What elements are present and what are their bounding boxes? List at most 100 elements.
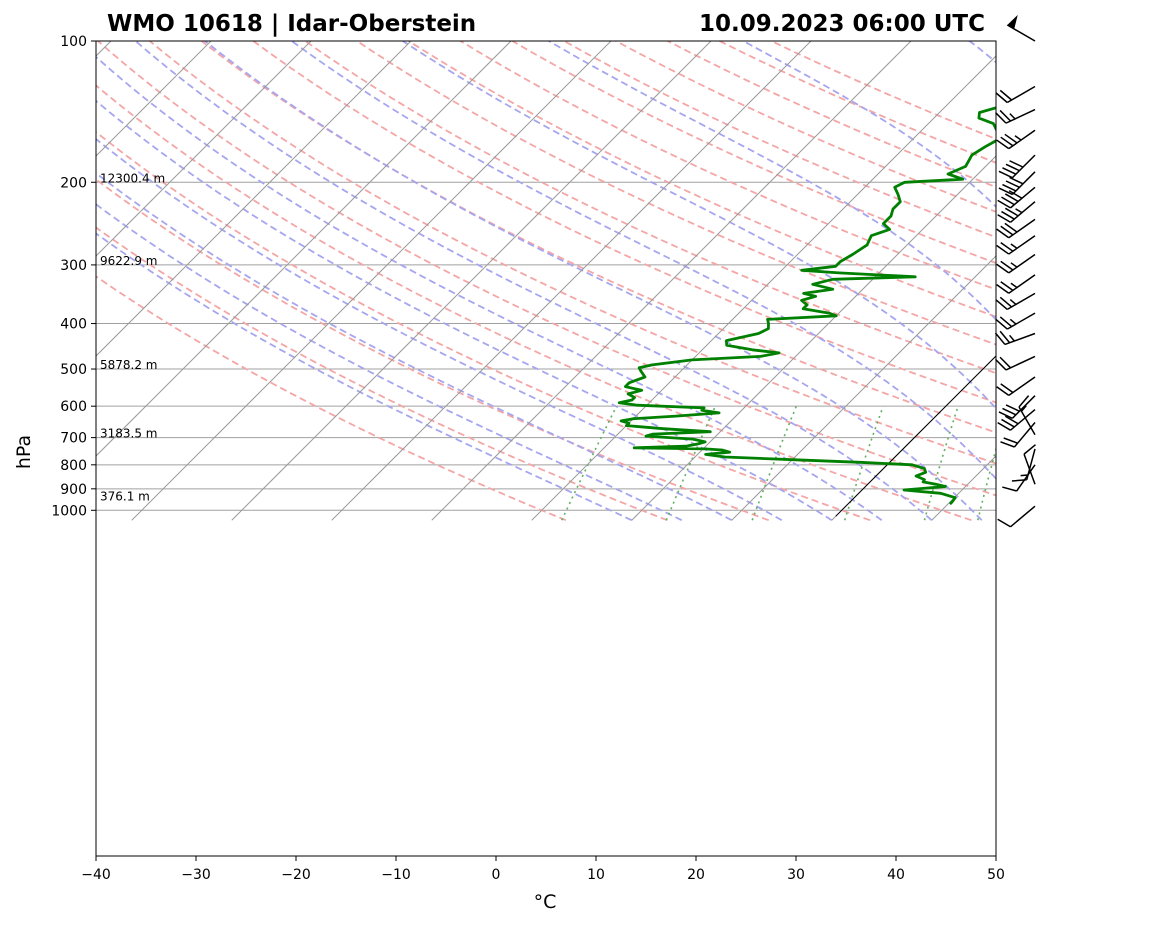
barb-staff: [1008, 253, 1036, 274]
barb-full: [1008, 190, 1023, 199]
dry-adiabat: [303, 41, 996, 375]
barb-full: [1004, 222, 1018, 233]
mixing-ratio-line: [1051, 406, 1076, 520]
dry-adiabat: [96, 130, 871, 522]
isotherm-line: [731, 255, 996, 521]
x-tick-label: −30: [181, 867, 211, 883]
height-labels: 12300.4 m 9622.9 m 5878.2 m 3183.5 m 376.1 m: [100, 171, 165, 503]
mixing-ratio-line: [751, 405, 798, 521]
barb-full: [995, 318, 1008, 330]
chart-title-time: 10.09.2023 06:00 UTC: [699, 11, 985, 37]
barb-full: [998, 411, 1013, 420]
wind-barb: [997, 201, 1036, 223]
barb-full: [1004, 133, 1018, 144]
moist-adiabat: [967, 41, 996, 64]
barb-half: [1010, 282, 1018, 289]
moist-adiabat: [1136, 28, 1160, 520]
barb-full: [1001, 196, 1015, 206]
barb-full: [1003, 437, 1018, 444]
isotherm-line: [431, 41, 912, 521]
y-tick-label: 300: [60, 258, 87, 274]
barb-full: [999, 356, 1012, 369]
isotherm-line: [531, 55, 996, 521]
dry-adiabat: [717, 41, 996, 164]
barb-full: [999, 296, 1013, 308]
x-tick-label: −40: [81, 867, 111, 883]
wind-barb: [1006, 14, 1036, 42]
barb-staff: [1006, 85, 1036, 104]
isotherm-line: [231, 41, 712, 521]
barb-full: [1002, 486, 1017, 492]
barb-full: [995, 358, 1007, 371]
barb-half: [1009, 334, 1015, 342]
wind-barb: [997, 186, 1036, 209]
barb-full: [996, 139, 1010, 150]
barb-full: [1000, 260, 1014, 271]
x-tick-label: 40: [887, 867, 905, 883]
barb-half: [1009, 318, 1017, 325]
barb-full: [995, 92, 1008, 104]
height-label: 3183.5 m: [100, 427, 158, 441]
barb-full: [996, 244, 1010, 255]
barb-full: [1000, 281, 1014, 291]
barb-full: [1005, 163, 1020, 172]
barb-full: [995, 112, 1007, 124]
isotherm-line: [1132, 31, 1160, 521]
wind-barb: [995, 355, 1036, 371]
barb-full: [997, 199, 1011, 209]
barb-half: [1014, 135, 1022, 141]
barb-staff: [1008, 218, 1036, 239]
isotherm-line: [1032, 31, 1160, 521]
dry-adiabat: [96, 84, 972, 522]
barb-staff: [1010, 201, 1036, 223]
wind-barb: [1023, 444, 1036, 485]
x-tick-label: 50: [987, 867, 1005, 883]
barb-full: [999, 89, 1013, 101]
barb-full: [1009, 160, 1024, 168]
wind-barb: [1018, 395, 1036, 436]
barb-staff: [1008, 274, 1036, 294]
barb-staff: [1011, 171, 1036, 195]
wind-barb: [996, 129, 1036, 150]
barb-full: [997, 214, 1011, 223]
moist-adiabat: [96, 55, 883, 521]
x-tick-label: 0: [492, 867, 501, 883]
barb-full: [1000, 441, 1015, 448]
wind-barbs: [994, 14, 1036, 528]
barb-staff: [1005, 355, 1036, 371]
barb-staff: [1008, 376, 1036, 396]
y-tick-label: 900: [60, 482, 87, 498]
x-tick-label: −10: [381, 867, 411, 883]
dry-adiabat: [200, 41, 996, 434]
plot-border: [95, 40, 997, 857]
barb-full: [999, 316, 1013, 328]
x-tick-label: 10: [587, 867, 605, 883]
barb-staff: [1010, 505, 1036, 528]
x-tick-label: 20: [687, 867, 705, 883]
wind-barb: [997, 409, 1036, 431]
y-tick-label: 500: [60, 362, 87, 378]
wind-barb: [998, 154, 1036, 179]
mixing-ratio-line: [1117, 406, 1138, 520]
wind-barb: [1000, 422, 1036, 448]
barb-full: [1001, 210, 1015, 220]
barb-staff: [1023, 453, 1036, 485]
barb-staff: [1018, 406, 1036, 436]
barb-full: [998, 170, 1013, 179]
barb-half: [1015, 208, 1023, 214]
x-tick-label: −20: [281, 867, 311, 883]
dry-adiabat: [251, 41, 996, 404]
barb-full: [1018, 395, 1030, 408]
wind-barb: [995, 312, 1036, 330]
barb-full: [998, 187, 1013, 196]
y-tick-label: 1000: [51, 503, 87, 519]
barb-full: [1004, 207, 1019, 217]
height-label: 9622.9 m: [100, 254, 158, 268]
wind-barb: [994, 330, 1036, 346]
barb-full: [996, 263, 1010, 274]
height-label: 376.1 m: [100, 489, 150, 503]
y-tick-label: 600: [60, 399, 87, 415]
barb-staff: [1010, 186, 1036, 209]
barb-half: [1009, 113, 1016, 120]
isotherm-line: [96, 41, 512, 457]
